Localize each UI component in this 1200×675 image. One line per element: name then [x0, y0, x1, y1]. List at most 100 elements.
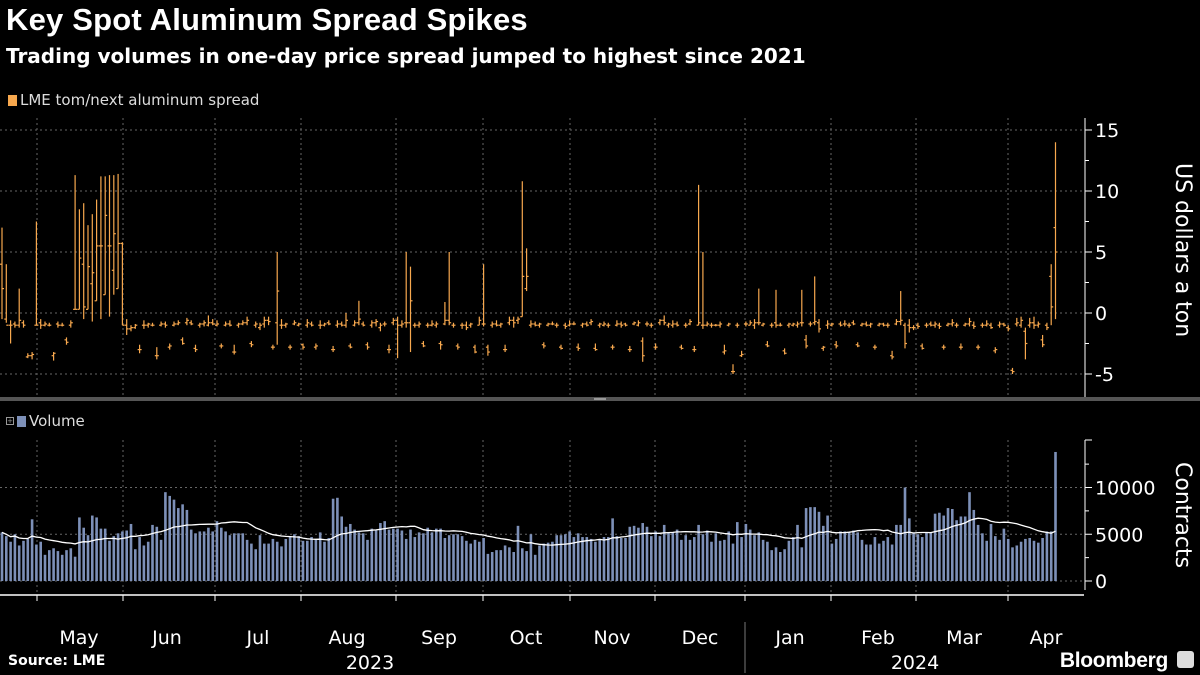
ohlc-bar — [571, 321, 576, 326]
ohlc-bar — [842, 320, 847, 327]
ohlc-bar — [455, 343, 460, 350]
volume-bar — [151, 524, 154, 581]
volume-bar — [555, 535, 558, 581]
volume-bar — [813, 507, 816, 581]
volume-bar — [538, 545, 541, 581]
ohlc-bar — [722, 344, 727, 355]
ohlc-bar — [21, 320, 26, 328]
ohlc-bar — [331, 345, 336, 353]
ohlc-bar — [640, 337, 645, 362]
ohlc-bar — [494, 320, 499, 327]
volume-bar — [52, 548, 55, 581]
volume-bar — [460, 536, 464, 581]
volume-bar — [254, 549, 257, 581]
legend-volume[interactable]: + Volume — [6, 412, 85, 430]
ohlc-bar — [915, 322, 920, 329]
volume-bar — [293, 534, 296, 581]
ohlc-bar — [903, 322, 907, 349]
plus-box-icon[interactable]: + — [6, 417, 14, 425]
volume-bar — [1028, 537, 1031, 581]
volume-bar — [744, 523, 748, 581]
volume-bar — [1011, 547, 1014, 581]
volume-bar — [478, 541, 481, 581]
volume-bar — [667, 532, 670, 581]
volume-bar — [624, 537, 627, 581]
legend-swatch-volume — [17, 415, 26, 427]
volume-bar — [895, 524, 898, 581]
ohlc-bar — [997, 321, 1002, 328]
volume-bar — [865, 544, 868, 581]
volume-bar — [959, 516, 963, 581]
ohlc-bar — [847, 322, 852, 328]
volume-bar — [525, 551, 528, 581]
volume-bar — [787, 540, 791, 581]
volume-bar — [533, 554, 537, 581]
ohlc-bar — [993, 347, 998, 354]
volume-bar — [129, 523, 133, 581]
volume-bar — [847, 532, 851, 581]
ohlc-bar — [645, 321, 649, 327]
volume-bar — [654, 531, 657, 581]
volume-bar — [284, 538, 288, 581]
ohlc-bar — [232, 344, 237, 355]
ohlc-bar — [829, 322, 834, 327]
ohlc-bar — [933, 321, 938, 328]
ohlc-bar — [563, 322, 568, 329]
volume-bar — [17, 545, 21, 581]
ohlc-bar — [989, 322, 993, 329]
legend-spread[interactable]: LME tom/next aluminum spread — [8, 91, 259, 109]
volume-bar — [1041, 537, 1044, 581]
y-tick-label-volume: 10000 — [1095, 478, 1155, 500]
ohlc-bar — [610, 344, 615, 350]
ohlc-bar — [266, 316, 271, 326]
ohlc-bar — [133, 323, 138, 329]
volume-bar — [774, 547, 778, 581]
ohlc-bar — [361, 321, 366, 327]
ohlc-bar — [236, 322, 241, 328]
ohlc-bar — [666, 322, 671, 328]
ohlc-bar — [520, 181, 525, 318]
ohlc-bar — [339, 321, 344, 327]
volume-bar — [86, 535, 90, 581]
volume-bar — [925, 532, 928, 581]
ohlc-bar — [636, 320, 641, 327]
ohlc-bar — [756, 288, 761, 326]
ohlc-bar — [602, 321, 606, 327]
volume-bar — [822, 525, 825, 581]
volume-bar — [366, 539, 369, 581]
ohlc-bar — [98, 176, 103, 320]
volume-bar — [181, 504, 184, 581]
ohlc-bar — [460, 322, 465, 329]
volume-bar — [830, 543, 834, 581]
volume-bar — [546, 542, 550, 581]
ohlc-bar — [894, 319, 899, 326]
ohlc-bar — [51, 352, 56, 361]
ohlc-bar — [202, 320, 207, 327]
ohlc-bar — [533, 321, 538, 327]
volume-bar — [680, 539, 683, 581]
ohlc-bar — [283, 322, 288, 328]
ohlc-bar — [1049, 264, 1054, 326]
volume-bar — [843, 531, 847, 581]
volume-bar — [783, 549, 786, 581]
ohlc-bar — [769, 322, 774, 328]
ohlc-bar — [881, 322, 886, 327]
volume-bar — [942, 515, 945, 581]
x-tick-label-month: Apr — [1030, 627, 1063, 649]
ohlc-bar — [86, 225, 90, 310]
ohlc-bar — [705, 321, 710, 327]
volume-bar — [146, 541, 150, 581]
volume-bar — [693, 537, 696, 581]
y-tick-label-volume: 0 — [1095, 571, 1107, 593]
ohlc-bar — [326, 320, 331, 326]
ohlc-bar — [309, 321, 314, 327]
volume-bar — [198, 531, 202, 581]
volume-bar — [834, 538, 838, 581]
volume-bar — [710, 541, 713, 581]
ohlc-bar — [1023, 327, 1028, 360]
volume-bar — [791, 537, 795, 581]
ohlc-bar — [589, 319, 594, 326]
volume-bar — [581, 537, 584, 581]
ohlc-bar — [649, 322, 654, 328]
volume-bar — [0, 532, 4, 581]
